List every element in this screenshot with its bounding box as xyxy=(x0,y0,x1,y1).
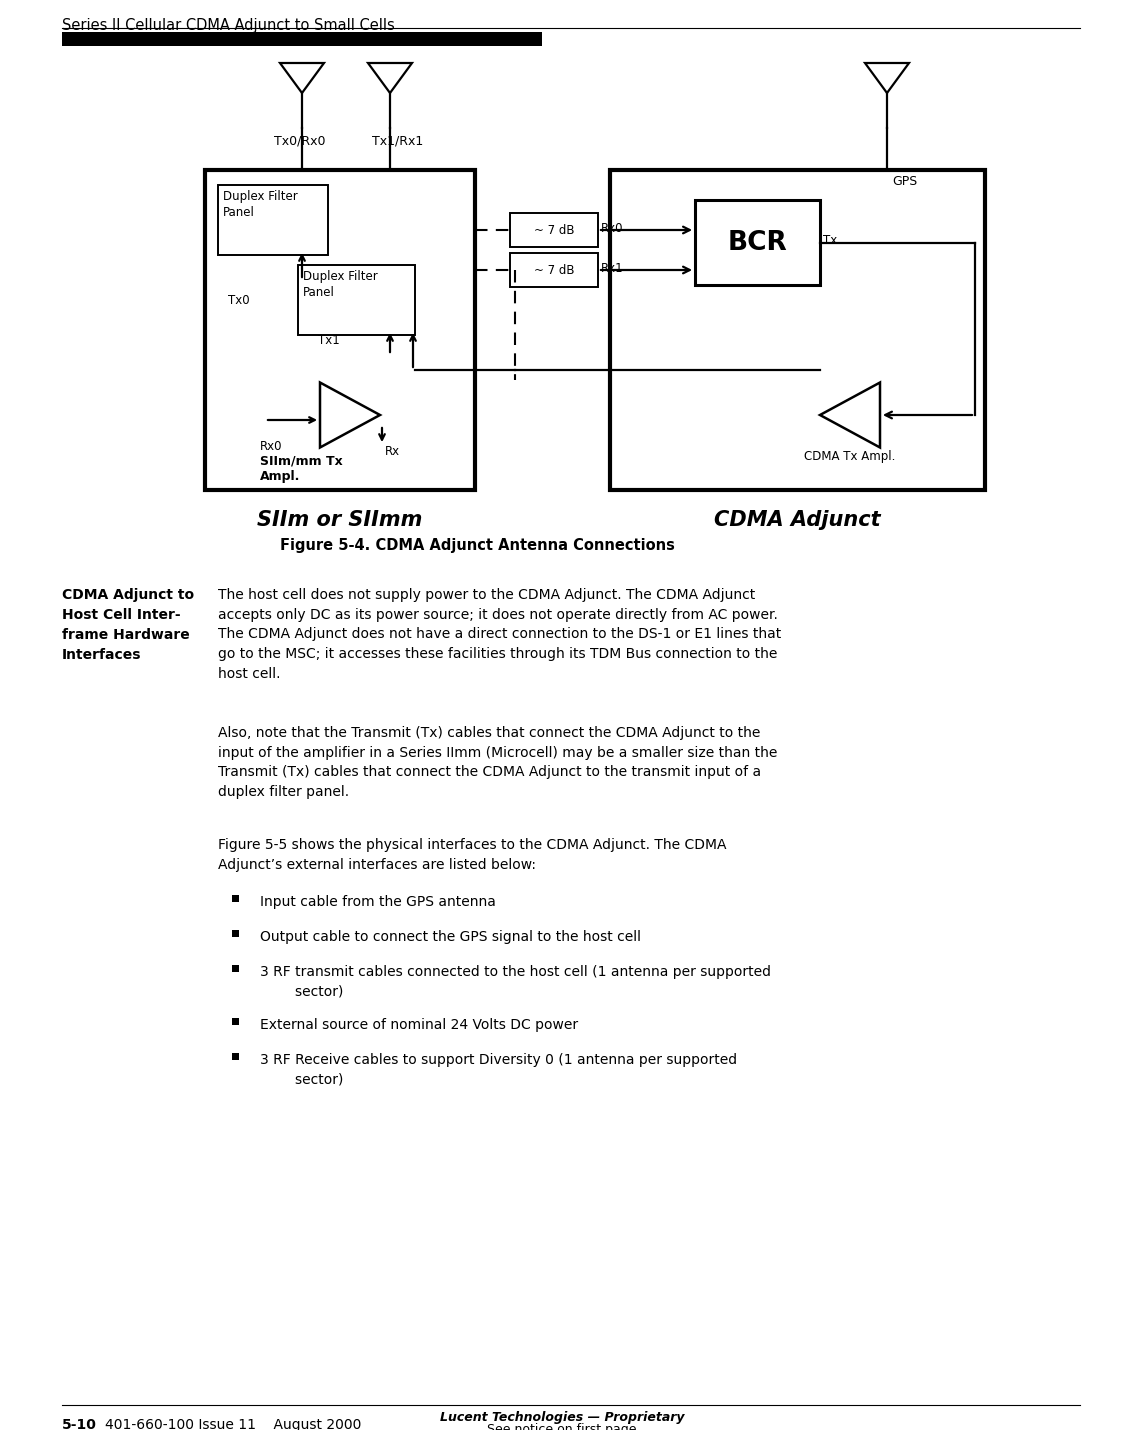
Text: Rx: Rx xyxy=(385,445,400,458)
Text: 401-660-100 Issue 11    August 2000: 401-660-100 Issue 11 August 2000 xyxy=(105,1419,361,1430)
Text: Also, note that the Transmit (Tx) cables that connect the CDMA Adjunct to the
in: Also, note that the Transmit (Tx) cables… xyxy=(218,726,777,799)
Bar xyxy=(232,930,238,937)
Bar xyxy=(232,1052,238,1060)
Text: Tx: Tx xyxy=(824,235,837,247)
Bar xyxy=(205,170,475,490)
Text: SIIm or SIImm: SIIm or SIImm xyxy=(258,511,423,531)
Text: The host cell does not supply power to the CDMA Adjunct. The CDMA Adjunct
accept: The host cell does not supply power to t… xyxy=(218,588,781,681)
Bar xyxy=(610,170,986,490)
Bar xyxy=(510,253,598,287)
Text: Ampl.: Ampl. xyxy=(260,470,300,483)
Text: External source of nominal 24 Volts DC power: External source of nominal 24 Volts DC p… xyxy=(260,1018,578,1032)
Text: Figure 5-5 shows the physical interfaces to the CDMA Adjunct. The CDMA
Adjunct’s: Figure 5-5 shows the physical interfaces… xyxy=(218,838,727,872)
Text: 5-10: 5-10 xyxy=(62,1419,97,1430)
Bar xyxy=(298,265,415,335)
Text: Figure 5-4.: Figure 5-4. xyxy=(280,538,370,553)
Text: Input cable from the GPS antenna: Input cable from the GPS antenna xyxy=(260,895,496,909)
Text: Tx0/Rx0: Tx0/Rx0 xyxy=(274,134,325,147)
Text: CDMA Adjunct Antenna Connections: CDMA Adjunct Antenna Connections xyxy=(356,538,675,553)
Text: GPS: GPS xyxy=(892,174,917,187)
Text: Tx1: Tx1 xyxy=(318,333,340,346)
Bar xyxy=(232,895,238,902)
Text: Duplex Filter
Panel: Duplex Filter Panel xyxy=(223,190,298,219)
Text: See notice on first page: See notice on first page xyxy=(487,1423,637,1430)
Bar xyxy=(232,1018,238,1025)
Text: CDMA Adjunct: CDMA Adjunct xyxy=(714,511,881,531)
Text: Tx0: Tx0 xyxy=(228,293,250,306)
Text: Rx1: Rx1 xyxy=(601,262,623,275)
Bar xyxy=(62,31,542,46)
Text: Duplex Filter
Panel: Duplex Filter Panel xyxy=(303,270,378,299)
Text: Lucent Technologies — Proprietary: Lucent Technologies — Proprietary xyxy=(440,1411,684,1424)
Text: Series II Cellular CDMA Adjunct to Small Cells: Series II Cellular CDMA Adjunct to Small… xyxy=(62,19,395,33)
Bar xyxy=(218,184,328,255)
Text: Rx0: Rx0 xyxy=(601,222,623,235)
Bar xyxy=(695,200,820,285)
Text: Output cable to connect the GPS signal to the host cell: Output cable to connect the GPS signal t… xyxy=(260,930,641,944)
Text: CDMA Tx Ampl.: CDMA Tx Ampl. xyxy=(804,450,896,463)
Bar xyxy=(510,213,598,247)
Text: SIIm/mm Tx: SIIm/mm Tx xyxy=(260,455,343,468)
Text: Rx0: Rx0 xyxy=(260,440,282,453)
Text: CDMA Adjunct to
Host Cell Inter-
frame Hardware
Interfaces: CDMA Adjunct to Host Cell Inter- frame H… xyxy=(62,588,195,662)
Text: 3 RF Receive cables to support Diversity 0 (1 antenna per supported
        sect: 3 RF Receive cables to support Diversity… xyxy=(260,1052,737,1087)
Bar xyxy=(232,965,238,972)
Text: BCR: BCR xyxy=(728,229,787,256)
Text: ~ 7 dB: ~ 7 dB xyxy=(533,263,574,276)
Text: 3 RF transmit cables connected to the host cell (1 antenna per supported
       : 3 RF transmit cables connected to the ho… xyxy=(260,965,771,998)
Text: Tx1/Rx1: Tx1/Rx1 xyxy=(372,134,423,147)
Text: ~ 7 dB: ~ 7 dB xyxy=(533,223,574,236)
